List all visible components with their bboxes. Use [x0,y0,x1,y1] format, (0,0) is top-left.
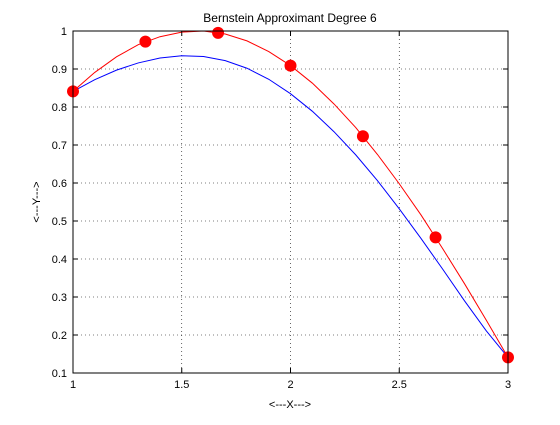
y-tick-label: 0.4 [52,254,67,266]
x-tick-label: 2.5 [392,379,407,391]
data-point [429,231,442,244]
y-tick-label: 0.2 [52,330,67,342]
chart-title: Bernstein Approximant Degree 6 [203,11,377,25]
y-tick-label: 0.7 [52,140,67,152]
y-tick-label: 0.6 [52,178,67,190]
y-tick-label: 0.9 [52,64,67,76]
y-tick-label: 1 [61,26,67,38]
data-point [284,59,297,72]
y-tick-label: 0.8 [52,102,67,114]
y-tick-label: 0.3 [52,292,67,304]
y-axis-label: <---Y---> [31,181,43,222]
ticks [72,30,509,374]
data-point [212,26,225,39]
grid [73,31,508,373]
series-layer [67,26,514,364]
data-point [139,35,152,48]
y-tick-label: 0.5 [52,216,67,228]
x-tick-label: 2 [287,379,293,391]
x-axis-label: <---X---> [269,399,311,411]
series-line-1 [72,55,509,358]
y-tick-labels: 0.1 0.2 0.3 0.4 0.5 0.6 0.7 0.8 0.9 1 [52,26,67,380]
x-tick-label: 1.5 [174,379,189,391]
data-point [356,130,369,143]
x-tick-label: 3 [505,379,511,391]
x-tick-labels: 1 1.5 2 2.5 3 [70,379,511,391]
plot-area [73,31,508,373]
x-tick-label: 1 [70,379,76,391]
y-tick-label: 0.1 [52,368,67,380]
